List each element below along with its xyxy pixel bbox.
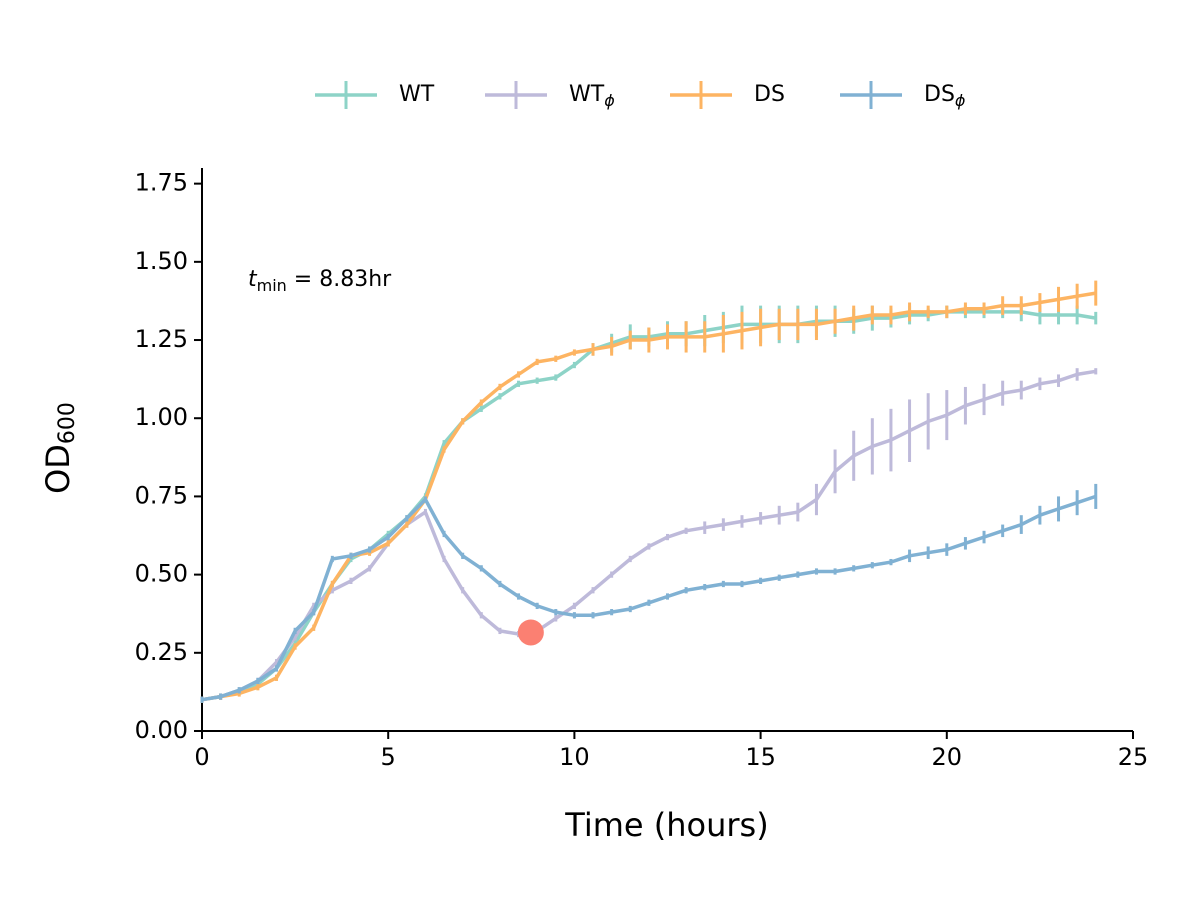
series xyxy=(200,483,1098,703)
annotation-sub: min xyxy=(257,276,287,295)
y-tick-label: 1.50 xyxy=(135,247,188,275)
y-tick-label: 1.25 xyxy=(135,325,188,353)
series xyxy=(200,368,1098,703)
series-line xyxy=(201,369,1097,702)
series xyxy=(200,302,1098,703)
y-tick-label: 1.75 xyxy=(135,169,188,197)
legend-label: WTϕ xyxy=(569,82,615,110)
x-tick-label: 10 xyxy=(559,743,590,771)
legend-label: WT xyxy=(399,82,435,107)
series xyxy=(200,280,1098,703)
y-tick-label: 0.50 xyxy=(135,560,188,588)
x-tick-label: 15 xyxy=(745,743,776,771)
legend-label-main: DS xyxy=(754,82,785,107)
y-axis-title-main: OD xyxy=(39,444,77,494)
legend-label: DS xyxy=(754,82,785,107)
legend-label-main: WT xyxy=(399,82,435,107)
legend-label: DSϕ xyxy=(924,82,966,110)
legend-label-sub: ϕ xyxy=(604,91,615,110)
legend-label-main: DS xyxy=(924,82,955,107)
legend-label-sub: ϕ xyxy=(955,91,966,110)
x-tick-label: 5 xyxy=(381,743,396,771)
x-tick-label: 25 xyxy=(1118,743,1149,771)
x-tick-label: 20 xyxy=(932,743,963,771)
x-tick-label: 0 xyxy=(194,743,209,771)
min-marker xyxy=(517,619,544,646)
x-axis-title: Time (hours) xyxy=(564,806,768,844)
y-tick-label: 1.00 xyxy=(135,403,188,431)
y-tick-label: 0.25 xyxy=(135,638,188,666)
series-line xyxy=(201,291,1097,702)
annotation-text: = 8.83hr xyxy=(287,267,392,292)
y-tick-label: 0.00 xyxy=(135,716,188,744)
y-axis-title-sub: 600 xyxy=(55,402,80,444)
annotation: tmin = 8.83hr xyxy=(248,267,392,295)
y-axis-title: OD600 xyxy=(39,402,80,494)
legend-label-main: WT xyxy=(569,82,605,107)
y-tick-label: 0.75 xyxy=(135,481,188,509)
annotation-t: t xyxy=(248,267,258,292)
series-line xyxy=(201,310,1097,702)
series-line xyxy=(201,494,1097,702)
